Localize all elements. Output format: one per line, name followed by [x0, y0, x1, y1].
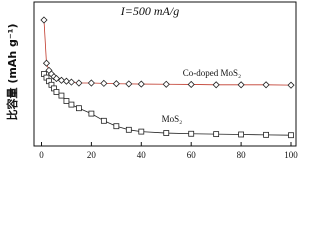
- point: [112, 80, 120, 88]
- point: [213, 131, 220, 138]
- point: [57, 76, 66, 84]
- point: [263, 131, 269, 138]
- point: [212, 81, 220, 89]
- x-tick-label: 0: [39, 150, 44, 160]
- point: [58, 92, 65, 99]
- chart: 比容量 (mAh g⁻¹) I=500 mA/g 0 20 40 60 80 100 Co-…: [5, 1, 298, 160]
- point: [67, 78, 75, 86]
- series-label: MoS₂: [162, 114, 183, 124]
- point: [288, 132, 294, 139]
- point: [68, 101, 75, 108]
- point: [162, 80, 170, 88]
- point: [100, 117, 107, 124]
- x-tick-label: 20: [87, 150, 97, 160]
- point: [88, 110, 95, 117]
- series-label: Co-doped MoS₂: [183, 68, 241, 78]
- plot-frame: [33, 1, 297, 147]
- point: [237, 81, 245, 89]
- point: [42, 59, 51, 67]
- point: [138, 128, 145, 135]
- point: [62, 77, 71, 85]
- point: [75, 79, 83, 87]
- y-axis-label: 比容量 (mAh g⁻¹): [5, 23, 19, 120]
- point: [76, 105, 82, 112]
- chart-title: I=500 mA/g: [120, 4, 179, 18]
- point: [287, 81, 295, 89]
- point: [125, 80, 133, 88]
- point: [100, 79, 108, 87]
- point: [53, 89, 60, 95]
- series-line: [43, 19, 292, 86]
- point: [40, 16, 48, 24]
- x-tick-label: 60: [187, 150, 197, 160]
- point: [238, 131, 245, 138]
- point: [188, 130, 195, 137]
- x-tick-label: 40: [137, 150, 147, 160]
- point: [137, 80, 145, 88]
- point: [113, 123, 120, 130]
- point: [163, 130, 170, 136]
- point: [262, 81, 270, 89]
- point: [63, 98, 70, 104]
- x-tick-label: 80: [237, 150, 247, 160]
- point: [187, 80, 195, 89]
- point: [87, 79, 95, 87]
- point: [125, 126, 132, 133]
- x-tick-label: 100: [284, 150, 298, 160]
- point: [52, 74, 61, 83]
